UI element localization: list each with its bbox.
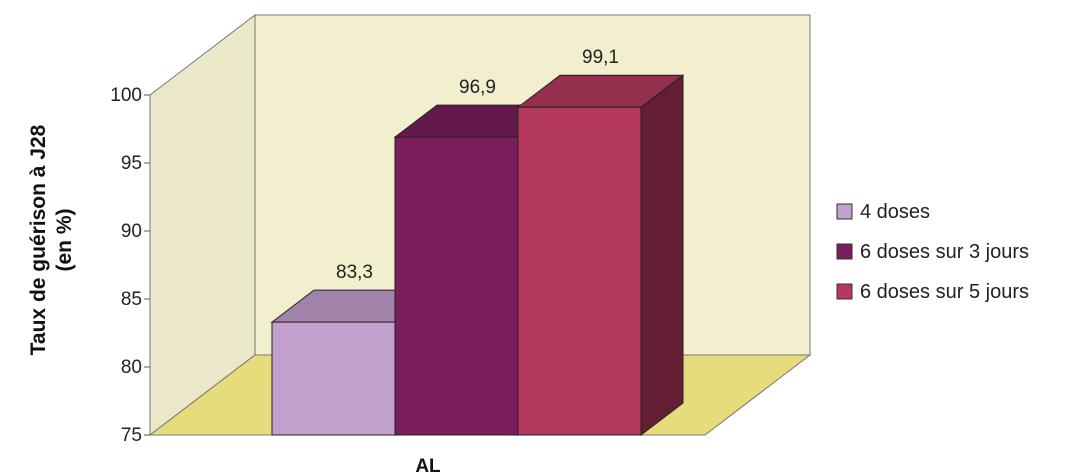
y-axis-title: Taux de guérison à J28 (en %) xyxy=(27,124,76,355)
bar-front-face xyxy=(271,321,396,436)
x-axis-category-label: AL xyxy=(415,456,441,475)
legend-swatch xyxy=(836,283,853,300)
y-tick-label: 95 xyxy=(121,153,142,174)
y-tick-label: 85 xyxy=(121,289,142,310)
bar-3 xyxy=(516,74,685,437)
legend-swatch xyxy=(836,203,853,220)
y-tick-label: 90 xyxy=(121,221,142,242)
bar-front-face xyxy=(517,106,642,436)
bars xyxy=(270,74,685,437)
legend-item: 6 doses sur 5 jours xyxy=(836,281,1029,303)
data-labels: 83,3 96,9 99,1 xyxy=(336,47,619,283)
legend-label: 6 doses sur 5 jours xyxy=(860,281,1029,303)
legend-swatch xyxy=(836,243,853,260)
legend-item: 4 doses xyxy=(836,201,930,223)
y-axis-title-line-1: Taux de guérison à J28 xyxy=(27,124,50,355)
legend: 4 doses 6 doses sur 3 jours 6 doses sur 5 … xyxy=(836,201,1029,303)
y-tick-label: 80 xyxy=(121,357,142,378)
bar-side-face xyxy=(640,74,684,437)
y-tick-label: 100 xyxy=(110,85,142,106)
legend-item: 6 doses sur 3 jours xyxy=(836,241,1029,263)
legend-label: 4 doses xyxy=(860,201,930,223)
data-label: 96,9 xyxy=(459,77,496,98)
data-label: 99,1 xyxy=(582,47,619,68)
bar-front-face xyxy=(394,136,519,436)
data-label: 83,3 xyxy=(336,262,373,283)
y-axis-title-line-2: (en %) xyxy=(53,209,76,272)
y-axis: 75 80 85 90 95 100 xyxy=(110,85,150,446)
y-tick-label: 75 xyxy=(121,425,142,446)
legend-label: 6 doses sur 3 jours xyxy=(860,241,1029,263)
